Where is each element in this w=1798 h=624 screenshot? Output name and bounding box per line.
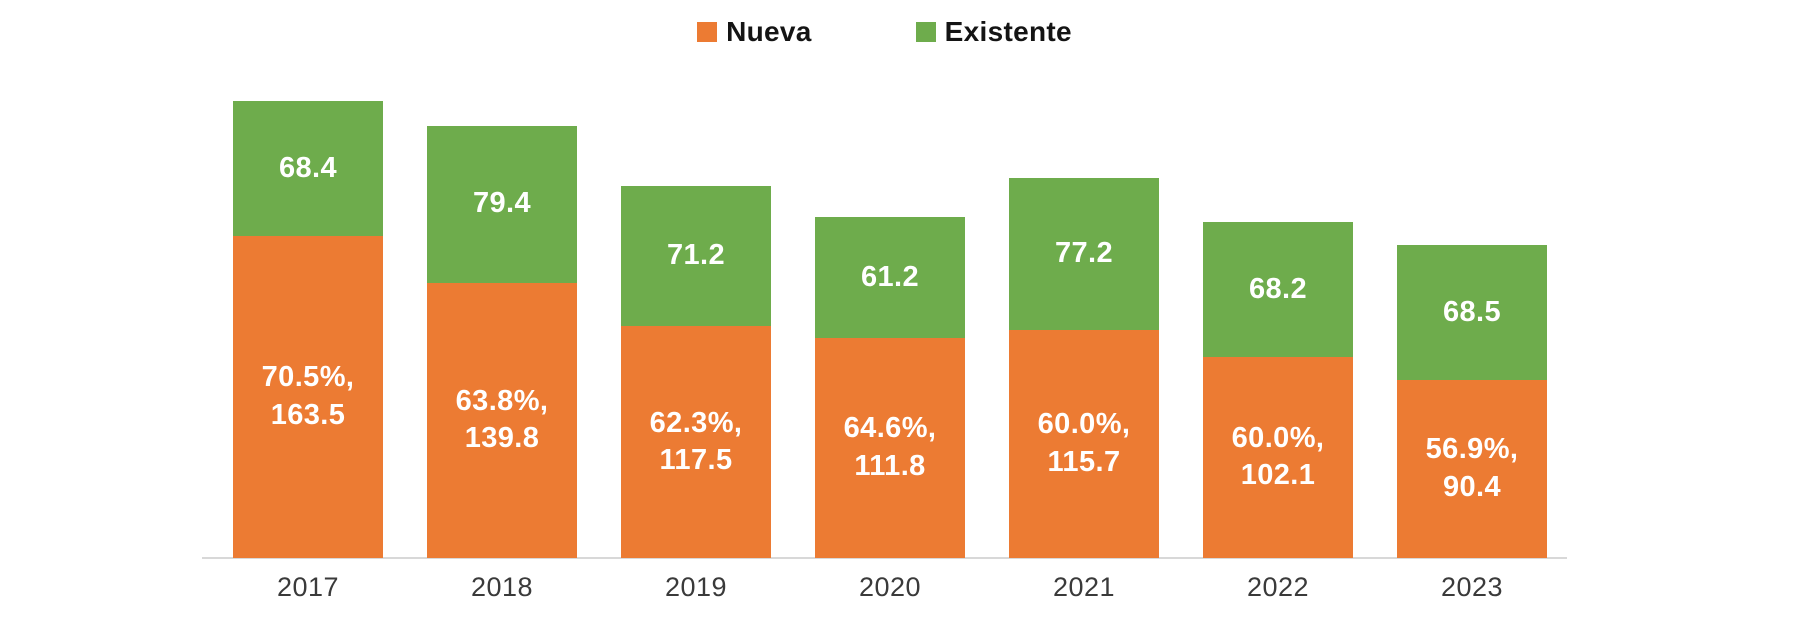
bar-group-2019: 71.2 62.3%, 117.5 2019 — [621, 186, 771, 602]
segment-percent-label: 56.9%, — [1425, 433, 1519, 466]
x-axis-label-2017: 2017 — [276, 572, 340, 602]
bar-group-2018: 79.4 63.8%, 139.8 2018 — [427, 126, 577, 602]
bar-segment-nueva-2022: 60.0%, 102.1 — [1203, 356, 1353, 558]
legend: Nueva Existente — [202, 16, 1567, 48]
bar-group-2020: 61.2 64.6%, 111.8 2020 — [815, 217, 965, 602]
segment-percent-label: 62.3%, — [649, 406, 743, 439]
bar-segment-nueva-2020: 64.6%, 111.8 — [815, 337, 965, 558]
segment-value-label: 68.4 — [278, 151, 338, 184]
segment-value-label: 63.8%, 139.8 — [456, 383, 549, 458]
segment-value-label: 56.9%, 90.4 — [1426, 431, 1519, 506]
bar-segment-nueva-2021: 60.0%, 115.7 — [1009, 330, 1159, 558]
x-axis-label-2022: 2022 — [1246, 572, 1310, 602]
segment-value-label: 60.0%, 102.1 — [1232, 420, 1325, 495]
legend-label-existente: Existente — [944, 16, 1072, 47]
segment-percent-label: 63.8%, — [455, 384, 549, 417]
segment-value-label: 60.0%, 115.7 — [1038, 406, 1131, 481]
segment-value-line: 90.4 — [1442, 470, 1502, 503]
segment-value-line: 111.8 — [854, 449, 926, 482]
bar-segment-existente-2022: 68.2 — [1203, 222, 1353, 357]
bar-group-2022: 68.2 60.0%, 102.1 2022 — [1203, 222, 1353, 602]
legend-swatch-existente-icon — [915, 22, 936, 42]
bar-segment-nueva-2019: 62.3%, 117.5 — [621, 326, 771, 558]
segment-percent-label: 60.0%, — [1231, 421, 1325, 454]
segment-value-label: 71.2 — [666, 239, 726, 272]
segment-percent-label: 70.5%, — [261, 361, 355, 394]
segment-value-label: 61.2 — [860, 260, 920, 293]
bar-group-2023: 68.5 56.9%, 90.4 2023 — [1397, 244, 1547, 602]
bar-segment-existente-2021: 77.2 — [1009, 177, 1159, 330]
bar-segment-existente-2023: 68.5 — [1397, 244, 1547, 380]
x-axis-line — [202, 557, 1567, 559]
segment-value-line: 117.5 — [659, 444, 733, 477]
legend-label-nueva: Nueva — [726, 16, 812, 47]
segment-value-label: 62.3%, 117.5 — [650, 405, 743, 480]
legend-item-existente: Existente — [915, 16, 1072, 48]
segment-value-label: 68.5 — [1442, 295, 1502, 328]
segment-percent-label: 64.6%, — [843, 412, 937, 445]
x-axis-label-2018: 2018 — [470, 572, 534, 602]
segment-value-label: 79.4 — [472, 187, 532, 220]
bar-segment-nueva-2017: 70.5%, 163.5 — [233, 235, 383, 558]
legend-swatch-nueva-icon — [697, 22, 718, 42]
x-axis-label-2021: 2021 — [1052, 572, 1116, 602]
bar-segment-existente-2019: 71.2 — [621, 186, 771, 327]
bar-segment-existente-2018: 79.4 — [427, 126, 577, 283]
x-axis-label-2019: 2019 — [664, 572, 728, 602]
segment-value-line: 115.7 — [1047, 446, 1121, 478]
bar-group-2017: 68.4 70.5%, 163.5 2017 — [233, 101, 383, 602]
bar-segment-nueva-2023: 56.9%, 90.4 — [1397, 379, 1547, 558]
x-axis-label-2020: 2020 — [858, 572, 922, 602]
bar-segment-existente-2017: 68.4 — [233, 101, 383, 236]
segment-value-label: 68.2 — [1248, 272, 1308, 305]
x-axis-label-2023: 2023 — [1440, 572, 1504, 602]
segment-value-line: 163.5 — [270, 398, 346, 431]
segment-value-line: 139.8 — [464, 422, 540, 455]
segment-value-label: 70.5%, 163.5 — [262, 359, 355, 434]
segment-value-label: 77.2 — [1054, 237, 1114, 270]
segment-value-line: 102.1 — [1240, 459, 1316, 492]
bar-segment-nueva-2018: 63.8%, 139.8 — [427, 282, 577, 558]
bar-segment-existente-2020: 61.2 — [815, 217, 965, 338]
bar-group-2021: 77.2 60.0%, 115.7 2021 — [1009, 177, 1159, 602]
segment-value-label: 64.6%, 111.8 — [844, 410, 937, 485]
segment-percent-label: 60.0%, — [1037, 408, 1131, 441]
legend-item-nueva: Nueva — [697, 16, 812, 48]
